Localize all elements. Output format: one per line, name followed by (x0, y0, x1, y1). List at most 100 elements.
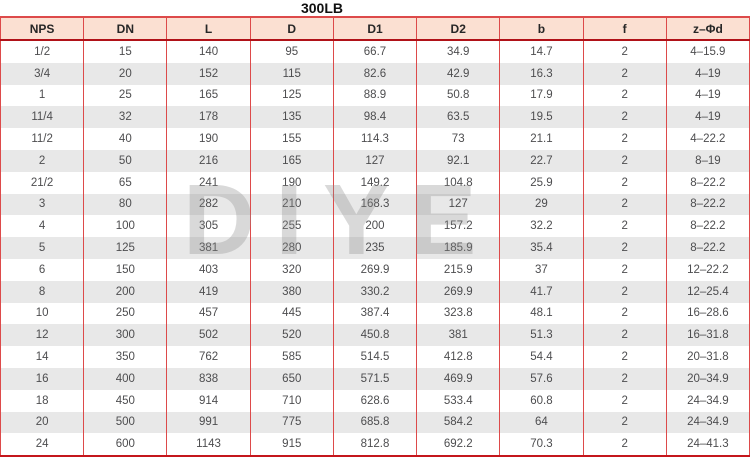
table-cell: 19.5 (499, 106, 584, 129)
table-row: 8 200 419 380 330.2 269.9 41.7 2 12–25.4 (0, 280, 750, 303)
table-cell: 41.7 (499, 280, 584, 303)
table-row: 3 80 282 210 168.3 127 29 2 8–22.2 (0, 193, 750, 216)
table-cell: 60.8 (499, 389, 584, 412)
table-cell: 88.9 (332, 84, 417, 107)
table-cell: 269.9 (332, 258, 417, 281)
table-cell: 127 (332, 149, 417, 172)
table-cell: 200 (332, 215, 417, 238)
table-cell: 775 (249, 411, 334, 434)
table-cell: 2 (582, 389, 667, 412)
table-cell: 1/2 (34, 45, 51, 58)
table-cell: 73 (416, 128, 500, 150)
table-cell: 34.9 (416, 40, 500, 63)
column-header: f (582, 17, 667, 41)
table-cell: 915 (249, 433, 334, 457)
column-header: NPS (0, 17, 84, 41)
table-cell: 381 (166, 237, 251, 259)
table-cell: 8 (38, 285, 46, 298)
table-cell: 8–22.2 (665, 237, 750, 259)
table-cell: 21/2 (30, 176, 54, 189)
table-cell: 24 (35, 438, 49, 451)
table-cell: 20–31.8 (665, 346, 750, 368)
table-cell: 16–28.6 (665, 302, 750, 325)
table-cell: 168.3 (332, 193, 417, 216)
table-cell: 250 (83, 302, 167, 325)
table-cell: 95 (249, 40, 334, 63)
table-cell: 469.9 (416, 367, 500, 390)
table-cell: 4–19 (665, 84, 750, 107)
table-row: 10 250 457 445 387.4 323.8 48.1 2 16–28.6 (0, 302, 750, 325)
table-cell: 323.8 (416, 302, 500, 325)
table-cell: 4–19 (665, 62, 750, 85)
table-cell: 320 (249, 258, 334, 281)
table-row: 6 150 403 320 269.9 215.9 37 2 12–22.2 (0, 258, 750, 281)
table-cell: 3/4 (34, 67, 51, 80)
table-cell: 380 (249, 280, 334, 303)
table-cell: 24–41.3 (665, 433, 750, 457)
flange-dimension-table: NPS DN L D D1 D2 b f z–Φd 1/2 15 140 95 66.7 34.9 14.7… (0, 16, 750, 458)
table-cell: 3 (38, 198, 46, 211)
table-cell: 514.5 (332, 346, 417, 368)
table-cell: 282 (166, 193, 251, 216)
table-cell: 20 (35, 416, 49, 429)
table-cell: 32 (83, 106, 167, 129)
table-cell: 305 (166, 215, 251, 238)
table-cell: 104.8 (416, 171, 500, 194)
table-cell: 2 (582, 84, 667, 107)
table-cell: 40 (83, 128, 167, 150)
table-cell: 64 (499, 411, 584, 434)
table-cell: 165 (249, 149, 334, 172)
table-row: 2 50 216 165 127 92.1 22.7 2 8–19 (0, 149, 750, 172)
table-cell: 710 (249, 389, 334, 412)
table-cell: 12 (35, 329, 49, 342)
table-cell: 12–25.4 (665, 280, 750, 303)
table-cell: 25.9 (499, 171, 584, 194)
table-cell: 4 (38, 220, 46, 233)
table-cell: 200 (83, 280, 167, 303)
table-cell: 2 (582, 258, 667, 281)
table-cell: 685.8 (332, 411, 417, 434)
table-cell: 16–31.8 (665, 324, 750, 347)
table-cell: 650 (249, 367, 334, 390)
table-cell: 812.8 (332, 433, 417, 457)
table-cell: 4–19 (665, 106, 750, 129)
table-cell: 152 (166, 62, 251, 85)
table-cell: 350 (83, 346, 167, 368)
table-cell: 1143 (166, 433, 251, 457)
table-cell: 10 (35, 307, 49, 320)
table-cell: 330.2 (332, 280, 417, 303)
table-cell: 11/2 (31, 133, 53, 146)
table-header: NPS DN L D D1 D2 b f z–Φd (0, 17, 750, 41)
table-cell: 18 (35, 394, 49, 407)
table-cell: 185.9 (416, 237, 500, 259)
table-cell: 600 (83, 433, 167, 457)
table-cell: 12–22.2 (665, 258, 750, 281)
table-cell: 20–34.9 (665, 367, 750, 390)
table-cell: 165 (166, 84, 251, 107)
table-cell: 2 (582, 237, 667, 259)
table-cell: 4–15.9 (665, 40, 750, 63)
table-cell: 16.3 (499, 62, 584, 85)
table-cell: 157.2 (416, 215, 500, 238)
table-cell: 42.9 (416, 62, 500, 85)
table-cell: 98.4 (332, 106, 417, 129)
table-cell: 584.2 (416, 411, 500, 434)
table-row: 3/4 20 152 115 82.6 42.9 16.3 2 4–19 (0, 62, 750, 85)
table-cell: 100 (83, 215, 167, 238)
table-cell: 48.1 (499, 302, 584, 325)
table-row: 11/2 40 190 155 114.3 73 21.1 2 4–22.2 (0, 128, 750, 150)
table-cell: 914 (166, 389, 251, 412)
table-cell: 127 (416, 193, 500, 216)
table-cell: 14 (35, 351, 49, 364)
table-cell: 15 (83, 40, 167, 63)
table-cell: 280 (249, 237, 334, 259)
table-cell: 2 (582, 433, 667, 457)
table-cell: 125 (83, 237, 167, 259)
table-cell: 1 (38, 89, 46, 102)
table-cell: 190 (249, 171, 334, 194)
table-cell: 135 (249, 106, 334, 129)
table-cell: 450 (83, 389, 167, 412)
table-row: 1/2 15 140 95 66.7 34.9 14.7 2 4–15.9 (0, 40, 750, 63)
table-cell: 2 (582, 280, 667, 303)
table-row: 18 450 914 710 628.6 533.4 60.8 2 24–34.9 (0, 389, 750, 412)
